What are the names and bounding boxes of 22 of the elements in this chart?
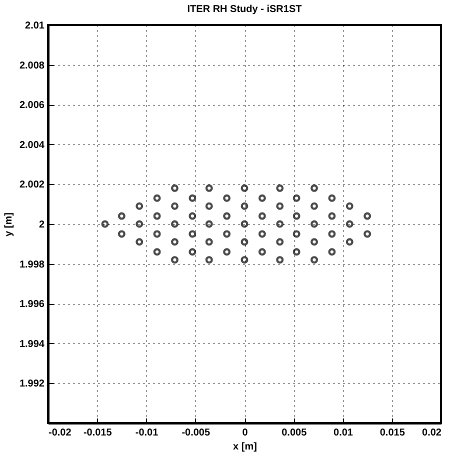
x-tick-label: 0.015	[380, 428, 406, 438]
y-tick-label: 2.01	[25, 20, 45, 32]
x-tick-label: 0	[242, 428, 248, 438]
x-tick-label: -0.005	[182, 428, 210, 438]
y-axis-title: y [m]	[3, 212, 14, 236]
y-tick-label: 1.992	[19, 378, 45, 390]
x-tick-label: -0.01	[135, 428, 159, 438]
y-tick-label: 2.008	[19, 60, 45, 72]
y-tick-label: 2.006	[19, 100, 45, 112]
x-axis-title: x [m]	[233, 442, 257, 452]
y-tick-label: 2.004	[19, 140, 45, 151]
y-tick-label: 2.002	[19, 180, 45, 191]
chart-title: ITER RH Study - iSR1ST	[187, 4, 302, 15]
x-tick-label: 0.02	[422, 428, 442, 438]
y-tick-label: 2	[38, 220, 45, 230]
x-tick-label: 0.01	[334, 428, 354, 438]
y-tick-label: 1.996	[19, 299, 45, 310]
x-tick-label: -0.015	[83, 428, 112, 438]
y-tick-label: 1.998	[19, 259, 45, 270]
x-tick-label: -0.02	[48, 428, 72, 438]
x-tick-label: 0.005	[282, 428, 308, 438]
y-tick-label: 1.994	[19, 338, 45, 350]
